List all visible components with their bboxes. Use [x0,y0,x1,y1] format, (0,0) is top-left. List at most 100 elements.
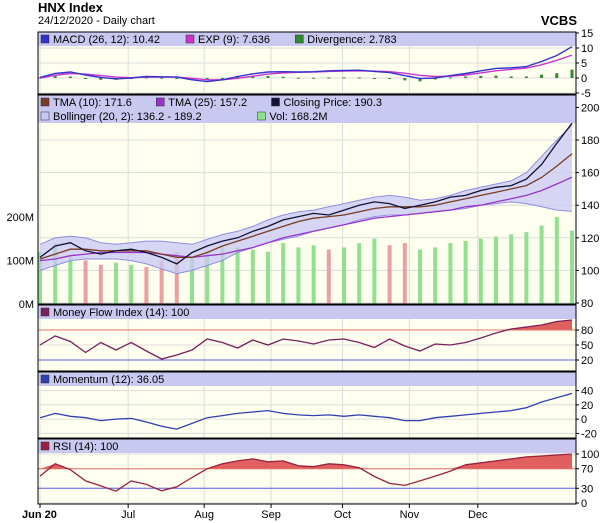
divergence-bar [524,76,528,78]
divergence-bar [327,77,331,79]
divergence-bar [479,75,483,78]
divergence-bar [418,78,422,82]
mfi-overbought-area [40,320,572,330]
volume-bar [402,243,407,304]
volume-bar [478,238,483,304]
volume-bar [463,240,468,304]
volume-bar [342,247,346,304]
divergence-bar [448,77,452,79]
volume-bar [448,243,453,304]
momentum-y-tick-label: 40 [581,386,593,398]
divergence-bar [84,78,88,79]
volume-bar [570,230,574,304]
momentum-legend-label: Momentum (12): 36.05 [53,374,164,386]
volume-bar [433,247,438,304]
volume-bar [326,249,331,304]
volume-bar [68,256,73,304]
macd-y-tick-label: -5 [581,88,591,100]
price-legend-label: Vol: 168.2M [269,111,327,123]
divergence-bar [144,77,148,79]
price-legend-swatch [40,111,50,121]
x-tick-label: Jun 20 [22,509,57,521]
price-y-tick-label: 120 [581,233,599,245]
volume-bar [174,251,179,304]
volume-bar [98,264,103,304]
volume-bar [220,247,225,304]
bollinger-upper-line [39,124,573,245]
volume-bar [114,262,118,304]
closing-price-line [39,122,573,265]
macd-line [39,46,573,83]
macd-legend-label: Divergence: 2.783 [307,34,396,46]
price-legend-swatch [40,97,50,107]
price-legend-label: Bollinger (20, 2): 136.2 - 189.2 [53,111,202,123]
momentum-legend-bar [38,372,576,386]
volume-tick-label: 0M [19,299,34,311]
divergence-bar [68,76,72,78]
volume-tick-label: 200M [6,212,34,224]
price-y-tick-label: 160 [581,168,599,180]
mfi-legend-bar [38,305,576,319]
divergence-bar [205,78,209,80]
rsi-line [39,453,573,492]
volume-bar [129,264,134,304]
divergence-bar [570,69,574,78]
divergence-bar [312,77,316,79]
rsi-legend-label: RSI (14): 100 [53,441,118,453]
price-legend-swatch [271,97,280,107]
divergence-bar [555,73,559,78]
rsi-y-tick-label: 100 [581,449,599,461]
divergence-bar [464,76,468,78]
volume-bar [509,234,514,304]
price-y-tick-label: 180 [581,135,599,147]
price-panel-border [37,94,577,305]
divergence-bar [509,76,513,78]
chart-subtitle: 24/12/2020 - Daily chart [38,15,155,27]
volume-bar [281,243,286,304]
volume-bar [144,266,149,304]
price-y-tick-label: 80 [581,298,593,310]
divergence-bar [53,76,57,78]
mfi-y-tick-label: 50 [581,340,593,352]
mfi-legend-swatch [40,307,50,317]
volume-bar [250,249,255,304]
divergence-bar [296,77,300,79]
momentum-line [39,392,573,430]
rsi-y-tick-label: 30 [581,483,593,495]
volume-bar [190,256,194,304]
price-legend-swatch [156,97,165,107]
divergence-bar [357,77,361,79]
macd-legend-label: MACD (26, 12): 10.42 [53,34,160,46]
mfi-line [39,319,573,360]
mfi-panel-border [37,304,577,372]
volume-bar [205,251,210,304]
macd-legend-label: EXP (9): 7.636 [198,34,270,46]
brand-label: VCBS [540,13,577,28]
divergence-bar [540,74,544,78]
macd-panel-border [37,31,577,95]
price-legend-label: Closing Price: 190.3 [284,97,382,109]
mfi-y-tick-label: 20 [581,355,593,367]
volume-bar [554,216,559,304]
macd-y-tick-label: 5 [581,58,587,70]
macd-legend-swatch [185,34,195,44]
volume-bar [266,251,270,304]
divergence-bar [266,75,270,78]
price-legend-label: TMA (10): 171.6 [53,97,132,109]
momentum-legend-swatch [40,374,50,384]
rsi-legend-swatch [40,441,50,451]
macd-y-tick-label: 0 [581,73,587,85]
macd-legend-swatch [40,34,50,44]
volume-bar [494,236,498,304]
x-tick-label: Aug [194,509,214,521]
macd-y-tick-label: 15 [581,28,593,40]
divergence-bar [99,78,103,80]
price-y-tick-label: 100 [581,265,599,277]
divergence-bar [403,78,407,81]
volume-bar [53,243,58,304]
divergence-bar [433,78,437,80]
price-legend-label: TMA (25): 157.2 [168,97,247,109]
x-tick-label: Dec [468,509,488,521]
macd-legend-swatch [295,34,304,44]
